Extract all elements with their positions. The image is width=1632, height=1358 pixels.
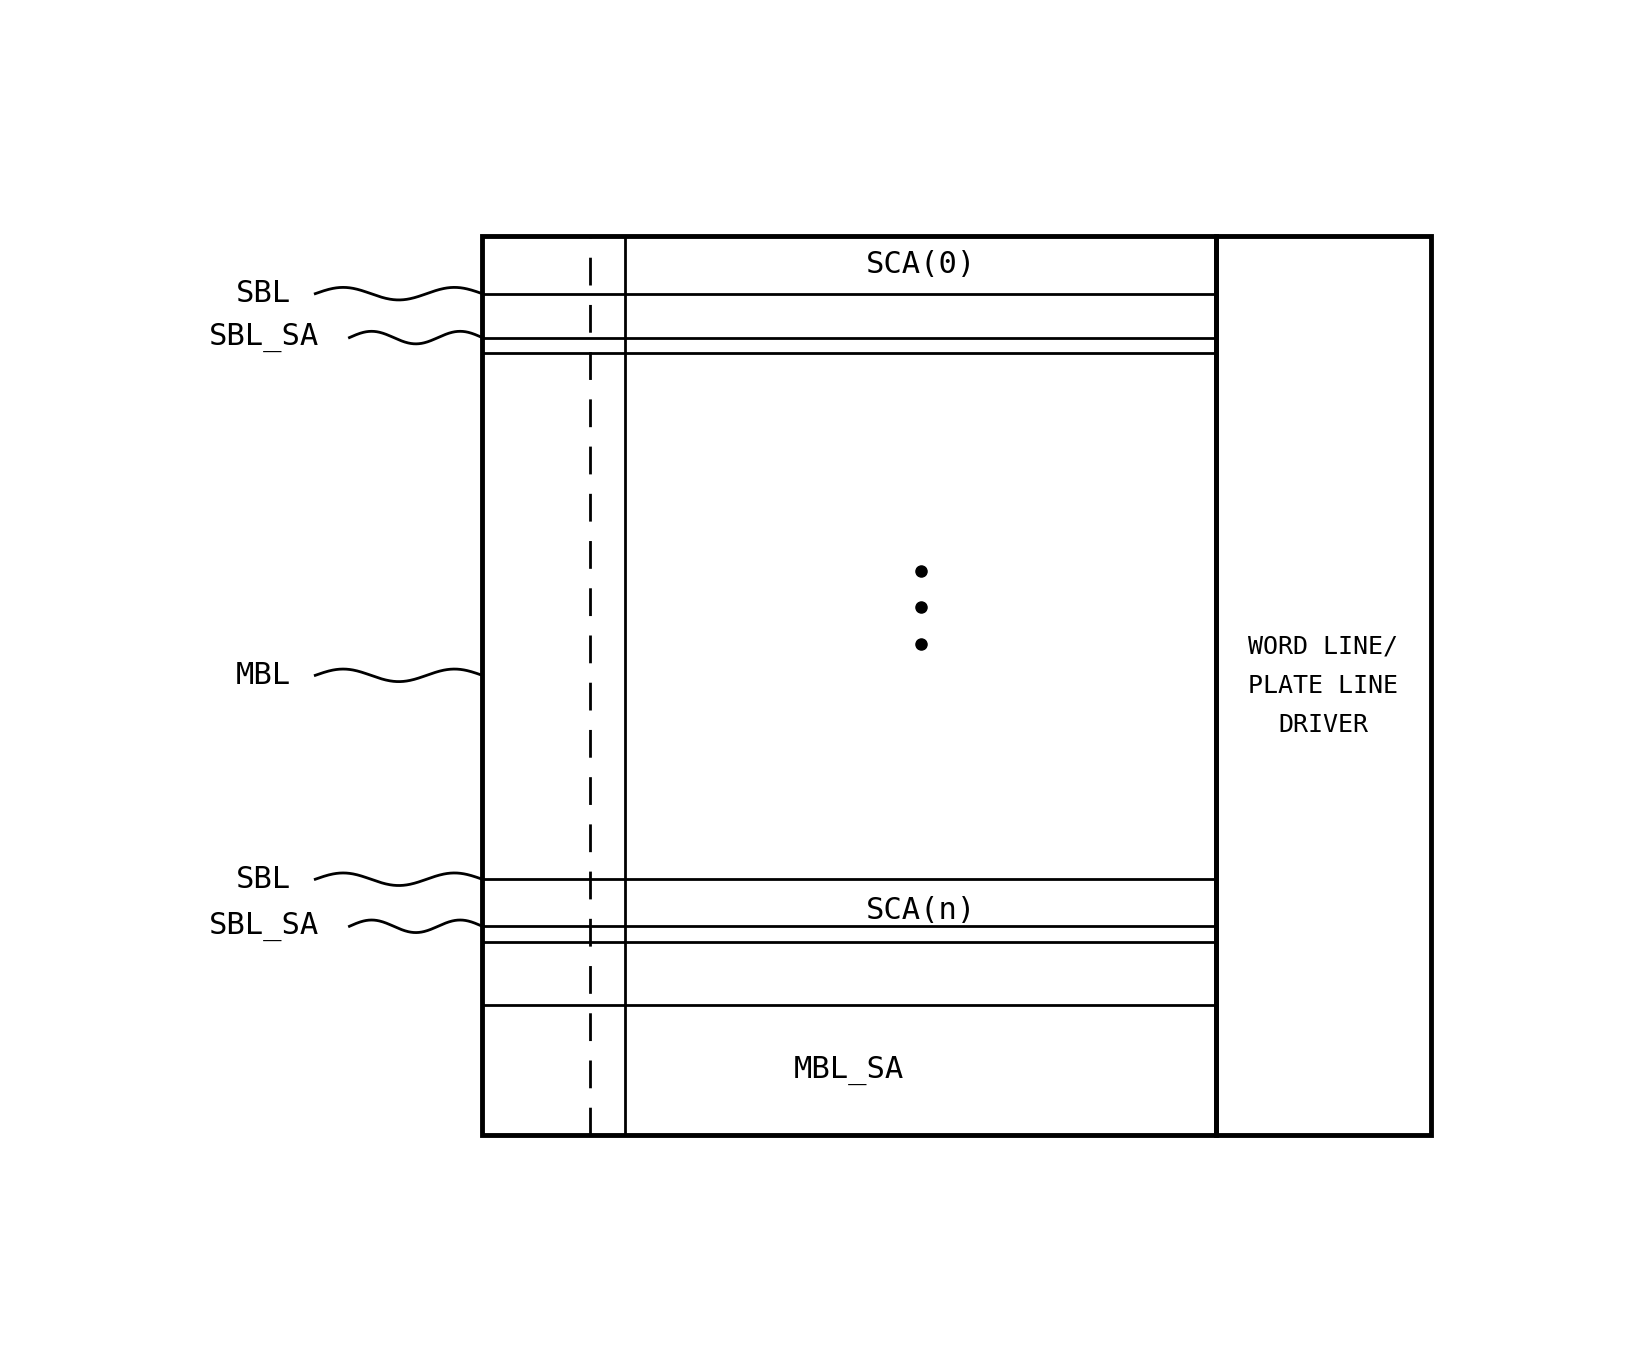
Text: SCA(n): SCA(n) [865, 896, 976, 925]
Text: SBL: SBL [235, 280, 290, 308]
Text: SCA(0): SCA(0) [865, 250, 976, 280]
Text: SBL_SA: SBL_SA [209, 911, 320, 941]
Text: WORD LINE/
PLATE LINE
DRIVER: WORD LINE/ PLATE LINE DRIVER [1248, 634, 1399, 737]
Text: MBL: MBL [235, 661, 290, 690]
Bar [1216, 236, 1431, 1135]
Text: SBL_SA: SBL_SA [209, 323, 320, 352]
Text: MBL_SA: MBL_SA [793, 1055, 904, 1085]
Text: SBL: SBL [235, 865, 290, 894]
Bar [483, 236, 1216, 1135]
